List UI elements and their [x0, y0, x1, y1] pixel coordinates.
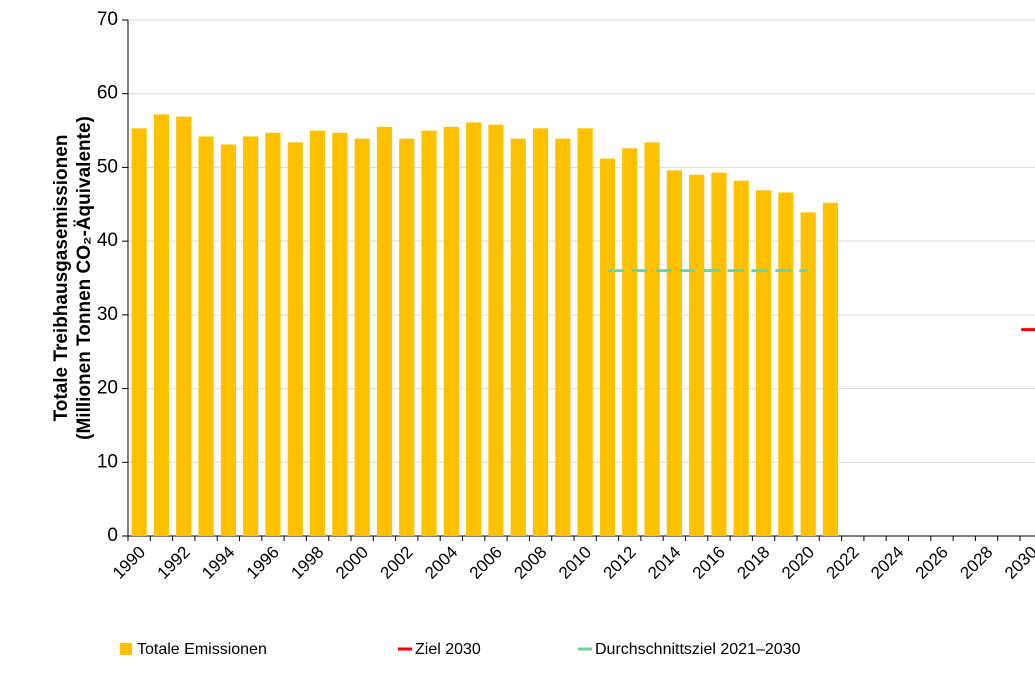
y-tick-label: 40 [97, 230, 118, 251]
x-tick-label: 2012 [600, 543, 640, 583]
bar [689, 174, 705, 537]
x-tick-label: 2030 [1001, 543, 1035, 583]
x-tick-label: 1996 [243, 543, 283, 583]
bar [666, 170, 682, 536]
x-tick-label: 2006 [466, 543, 506, 583]
bar [399, 138, 415, 536]
x-tick-label: 2014 [644, 543, 684, 583]
bar [309, 130, 326, 537]
x-tick-label: 2028 [956, 543, 996, 583]
x-tick-label: 2010 [555, 543, 595, 583]
bar [510, 138, 526, 536]
bar [220, 144, 236, 536]
bar [354, 138, 370, 536]
bar [466, 122, 482, 536]
y-tick-label: 20 [97, 378, 118, 399]
bar [644, 142, 660, 536]
bar [532, 128, 549, 537]
y-tick-label: 30 [97, 304, 118, 325]
y-tick-label: 50 [97, 156, 118, 177]
x-tick-label: 2018 [733, 543, 773, 583]
bar [778, 192, 794, 536]
bar [421, 130, 437, 537]
y-tick-label: 60 [97, 83, 118, 104]
x-tick-label: 2024 [867, 543, 907, 583]
bar [198, 136, 214, 536]
legend-label: Durchschnittsziel 2021–2030 [595, 641, 801, 658]
legend-label: Totale Emissionen [137, 641, 267, 658]
bar [488, 124, 504, 536]
bar [265, 132, 281, 537]
bar [376, 126, 393, 536]
bar [577, 128, 593, 537]
bar [131, 128, 147, 537]
y-tick-label: 10 [97, 451, 118, 472]
bar [599, 158, 616, 536]
bar [622, 148, 638, 536]
y-tick-label: 70 [97, 9, 118, 30]
bar [755, 190, 772, 536]
y-axis-title: Totale Treibhausgasemissionen [51, 135, 72, 422]
x-tick-label: 2008 [510, 543, 550, 583]
bar [800, 212, 816, 536]
bar [176, 116, 192, 537]
y-axis-title: (Millionen Tonnen CO₂-Äquivalente) [74, 116, 95, 440]
bar [733, 180, 749, 536]
bar [555, 138, 571, 536]
bar [711, 172, 727, 537]
x-tick-label: 2002 [377, 543, 417, 583]
bar [332, 132, 348, 537]
x-tick-label: 2026 [912, 543, 952, 583]
bar [243, 136, 259, 536]
bar [822, 202, 839, 536]
x-tick-label: 2022 [823, 543, 863, 583]
x-tick-label: 1992 [154, 543, 194, 583]
legend-label: Ziel 2030 [415, 641, 481, 658]
bar [153, 114, 170, 537]
x-tick-label: 1994 [198, 543, 238, 583]
x-tick-label: 2004 [421, 543, 461, 583]
x-tick-label: 2000 [332, 543, 372, 583]
y-tick-label: 0 [107, 525, 118, 546]
bar [443, 126, 459, 536]
bar [287, 142, 303, 536]
x-tick-label: 1998 [287, 543, 327, 583]
x-tick-label: 2020 [778, 543, 818, 583]
x-tick-label: 2016 [689, 543, 729, 583]
x-tick-label: 1990 [109, 543, 149, 583]
legend-swatch [120, 643, 132, 655]
